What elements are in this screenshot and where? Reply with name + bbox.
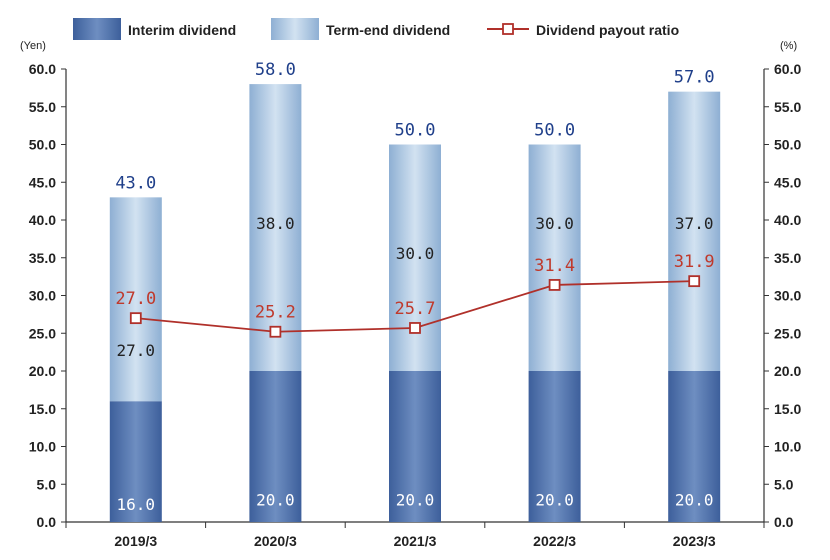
left-axis-unit: (Yen) xyxy=(20,40,46,52)
term-end-bar xyxy=(528,144,581,371)
x-axis-labels: 2019/3 2020/3 2021/3 2022/3 2023/3 xyxy=(114,533,715,549)
payout-ratio-marker xyxy=(688,275,701,288)
interim-bar xyxy=(389,371,441,522)
right-tick-label: 35.0 xyxy=(774,250,801,266)
right-tick-label: 40.0 xyxy=(774,212,801,228)
total-value-label: 43.0 xyxy=(115,173,156,193)
legend-term-swatch xyxy=(271,18,319,40)
term-end-bar xyxy=(109,197,162,402)
left-tick-label: 25.0 xyxy=(29,325,56,341)
legend-ratio-label: Dividend payout ratio xyxy=(536,22,679,38)
right-tick-label: 45.0 xyxy=(774,174,801,190)
right-tick-label: 0.0 xyxy=(774,514,794,530)
right-tick-label: 25.0 xyxy=(774,325,801,341)
right-tick-label: 15.0 xyxy=(774,401,801,417)
x-category-label: 2020/3 xyxy=(254,533,297,549)
total-value-label: 58.0 xyxy=(255,60,296,80)
payout-ratio-label: 27.0 xyxy=(115,289,156,309)
payout-ratio-label: 25.2 xyxy=(255,303,296,323)
interim-bar xyxy=(668,371,721,522)
left-tick-label: 50.0 xyxy=(29,137,56,153)
left-tick-label: 10.0 xyxy=(29,439,56,455)
term-end-value-label: 38.0 xyxy=(256,214,295,233)
left-tick-label: 0.0 xyxy=(37,514,57,530)
payout-ratio-label: 31.4 xyxy=(534,256,575,276)
term-end-value-label: 37.0 xyxy=(675,214,714,233)
left-tick-label: 35.0 xyxy=(29,250,56,266)
payout-ratio-label: 25.7 xyxy=(395,299,436,319)
left-tick-label: 20.0 xyxy=(29,363,56,379)
total-value-label: 50.0 xyxy=(534,121,575,141)
term-end-bar xyxy=(249,84,302,371)
interim-bar xyxy=(249,371,302,522)
bars xyxy=(109,84,721,522)
right-tick-label: 20.0 xyxy=(774,363,801,379)
left-tick-label: 40.0 xyxy=(29,212,56,228)
interim-bar xyxy=(528,371,581,522)
legend-term-label: Term-end dividend xyxy=(326,22,450,38)
interim-value-label: 20.0 xyxy=(256,490,295,509)
payout-ratio-line: 27.0 25.2 25.7 31.4 31.9 xyxy=(115,252,715,338)
left-tick-label: 30.0 xyxy=(29,288,56,304)
term-end-value-label: 30.0 xyxy=(535,214,574,233)
left-tick-label: 60.0 xyxy=(29,61,56,77)
term-end-bar xyxy=(668,91,721,372)
total-value-label: 50.0 xyxy=(395,121,436,141)
total-value-label: 57.0 xyxy=(674,68,715,88)
right-tick-label: 50.0 xyxy=(774,137,801,153)
interim-value-label: 20.0 xyxy=(675,490,714,509)
right-axis-unit: (%) xyxy=(780,40,797,52)
segment-labels: 16.0 27.0 43.0 20.0 38.0 58.0 20.0 30.0 50.0 20.0… xyxy=(115,60,714,514)
legend-interim-label: Interim dividend xyxy=(128,22,236,38)
left-tick-label: 55.0 xyxy=(29,99,56,115)
interim-value-label: 20.0 xyxy=(535,490,574,509)
term-end-value-label: 27.0 xyxy=(117,341,156,360)
x-category-label: 2019/3 xyxy=(114,533,157,549)
x-category-label: 2023/3 xyxy=(673,533,716,549)
interim-value-label: 16.0 xyxy=(117,495,156,514)
legend-interim-swatch xyxy=(73,18,121,40)
left-tick-label: 45.0 xyxy=(29,174,56,190)
right-tick-label: 10.0 xyxy=(774,439,801,455)
payout-ratio-marker xyxy=(548,279,561,291)
axes: 0.0 0.0 5.0 5.0 10.0 10.0 15.0 15.0 20.0 20.0 25.0… xyxy=(29,61,802,530)
right-tick-label: 55.0 xyxy=(774,99,801,115)
legend-ratio-marker xyxy=(502,23,514,35)
left-tick-label: 5.0 xyxy=(37,476,57,492)
interim-value-label: 20.0 xyxy=(396,490,435,509)
right-tick-label: 5.0 xyxy=(774,476,794,492)
legend: Interim dividend Term-end dividend Divid… xyxy=(73,18,679,40)
left-tick-label: 15.0 xyxy=(29,401,56,417)
payout-ratio-marker xyxy=(409,322,421,334)
x-category-label: 2022/3 xyxy=(533,533,576,549)
term-end-value-label: 30.0 xyxy=(396,244,435,263)
payout-ratio-marker xyxy=(269,325,282,338)
payout-ratio-label: 31.9 xyxy=(674,252,715,272)
interim-bar xyxy=(109,401,162,522)
payout-ratio-marker xyxy=(129,312,142,325)
right-tick-label: 60.0 xyxy=(774,61,801,77)
x-category-label: 2021/3 xyxy=(394,533,437,549)
right-tick-label: 30.0 xyxy=(774,288,801,304)
